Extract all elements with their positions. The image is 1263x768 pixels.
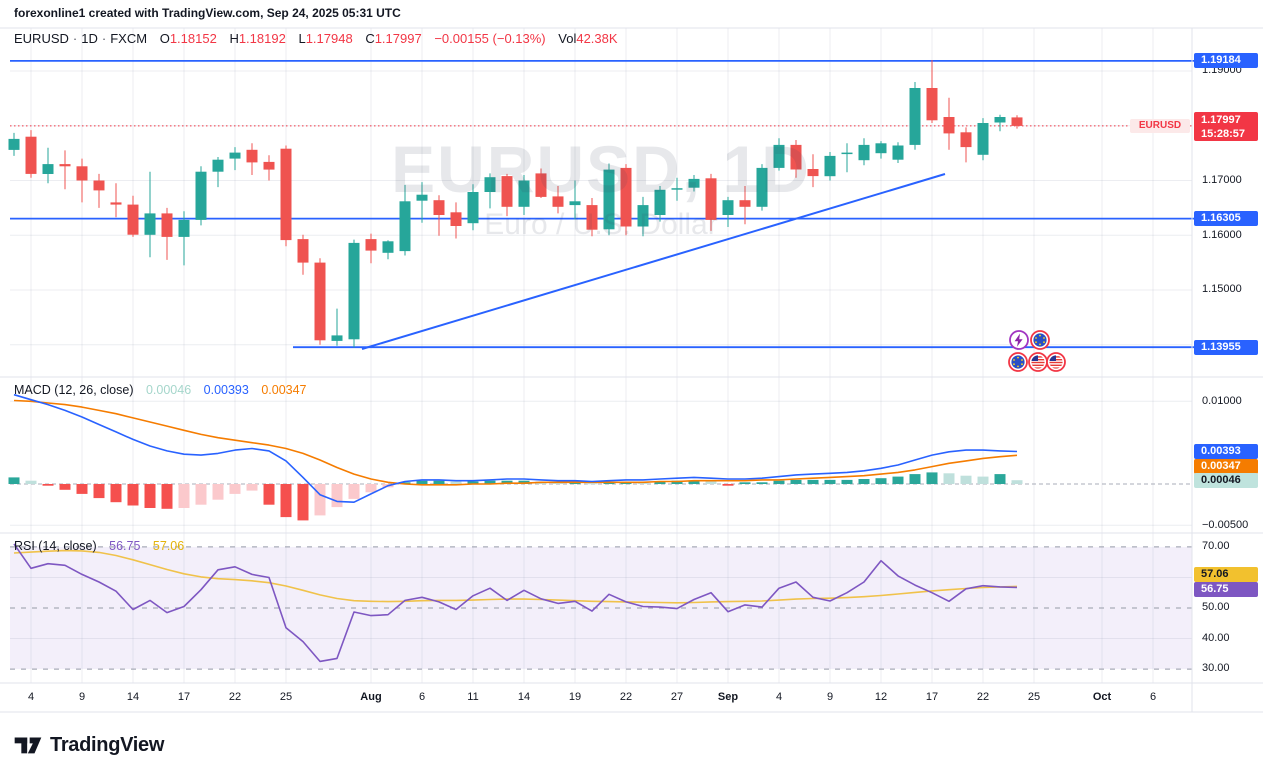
low-value: 1.17948 xyxy=(305,31,353,46)
brand-name: TradingView xyxy=(50,733,165,756)
rsi-tick: 70.00 xyxy=(1202,540,1230,552)
time-axis-label: 11 xyxy=(467,691,479,703)
macd-signal-label: 0.00347 xyxy=(1194,459,1258,474)
us-flag-icon xyxy=(1046,352,1066,372)
time-axis-label: 9 xyxy=(78,691,86,703)
macd-legend[interactable]: MACD (12, 26, close) 0.00046 0.00393 0.0… xyxy=(14,383,307,397)
macd-hist-label: 0.00046 xyxy=(1194,473,1258,488)
legend-exchange: FXCM xyxy=(110,31,148,46)
macd-hist-value: 0.00046 xyxy=(145,383,192,397)
open-value: 1.18152 xyxy=(169,31,217,46)
time-axis-label: 9 xyxy=(826,691,834,703)
time-axis-label: 14 xyxy=(517,691,531,703)
macd-signal-value: 0.00347 xyxy=(261,383,307,397)
macd-title: MACD (12, 26, close) xyxy=(14,383,134,397)
change-value: −0.00155 (−0.13%) xyxy=(434,31,546,46)
time-axis-label: 19 xyxy=(568,691,582,703)
footer-brand[interactable]: TradingView xyxy=(13,733,164,757)
rsi-tick: 40.00 xyxy=(1202,632,1230,644)
time-axis-label: 17 xyxy=(925,691,939,703)
time-axis-label: 27 xyxy=(670,691,684,703)
time-axis-label: 25 xyxy=(279,691,293,703)
tradingview-logo-icon xyxy=(14,737,42,754)
time-axis-label: Sep xyxy=(717,691,739,703)
rsi-value: 56.75 xyxy=(109,539,141,553)
legend-timeframe: 1D xyxy=(81,31,98,46)
time-axis-label: 4 xyxy=(775,691,783,703)
symbol-price-chip: EURUSD xyxy=(1130,119,1190,133)
us-flag-icon xyxy=(1028,352,1048,372)
eu-flag-icon xyxy=(1008,352,1028,372)
time-axis-label: 22 xyxy=(976,691,990,703)
rsi-legend[interactable]: RSI (14, close) 56.75 57.06 xyxy=(14,539,184,553)
time-axis-label: 25 xyxy=(1027,691,1041,703)
high-value: 1.18192 xyxy=(238,31,286,46)
time-axis-label: 22 xyxy=(619,691,633,703)
rsi-tick: 30.00 xyxy=(1202,662,1230,674)
time-axis-label: 22 xyxy=(228,691,242,703)
economic-event-lightning-icon xyxy=(1009,330,1029,350)
macd-tick: −0.00500 xyxy=(1202,519,1249,531)
time-axis-label: Aug xyxy=(360,691,382,703)
rsi-ma-label: 57.06 xyxy=(1194,567,1258,582)
price-tick: 1.16000 xyxy=(1202,229,1242,241)
rsi-ma-value: 57.06 xyxy=(152,539,185,553)
level-label-high[interactable]: 1.19184 xyxy=(1194,53,1258,68)
rsi-tick: 50.00 xyxy=(1202,601,1230,613)
macd-line-label: 0.00393 xyxy=(1194,444,1258,459)
last-price-label[interactable]: 1.17997 15:28:57 xyxy=(1194,112,1258,141)
time-axis-label: 6 xyxy=(1149,691,1157,703)
price-tick: 1.15000 xyxy=(1202,283,1242,295)
time-axis-label: Oct xyxy=(1092,691,1112,703)
level-label-low[interactable]: 1.13955 xyxy=(1194,340,1258,355)
price-tick: 1.17000 xyxy=(1202,174,1242,186)
event-icons[interactable] xyxy=(1006,329,1068,380)
last-price: 1.17997 xyxy=(1201,114,1241,126)
macd-line-value: 0.00393 xyxy=(203,383,249,397)
macd-tick: 0.01000 xyxy=(1202,395,1242,407)
time-axis-label: 6 xyxy=(418,691,426,703)
close-value: 1.17997 xyxy=(374,31,422,46)
level-label-mid[interactable]: 1.16305 xyxy=(1194,211,1258,226)
attribution-note: forexonline1 created with TradingView.co… xyxy=(14,6,401,20)
time-axis-label: 12 xyxy=(874,691,888,703)
rsi-title: RSI (14, close) xyxy=(14,539,97,553)
bar-countdown: 15:28:57 xyxy=(1201,128,1246,140)
volume-value: 42.38K xyxy=(576,31,618,46)
time-axis-label: 14 xyxy=(126,691,140,703)
symbol-legend[interactable]: EURUSD · 1D · FXCM O1.18152 H1.18192 L1.1794… xyxy=(14,31,618,46)
legend-symbol: EURUSD xyxy=(14,31,69,46)
time-axis-label: 4 xyxy=(27,691,35,703)
rsi-label: 56.75 xyxy=(1194,582,1258,597)
time-axis-label: 17 xyxy=(177,691,191,703)
eu-flag-icon xyxy=(1030,330,1050,350)
